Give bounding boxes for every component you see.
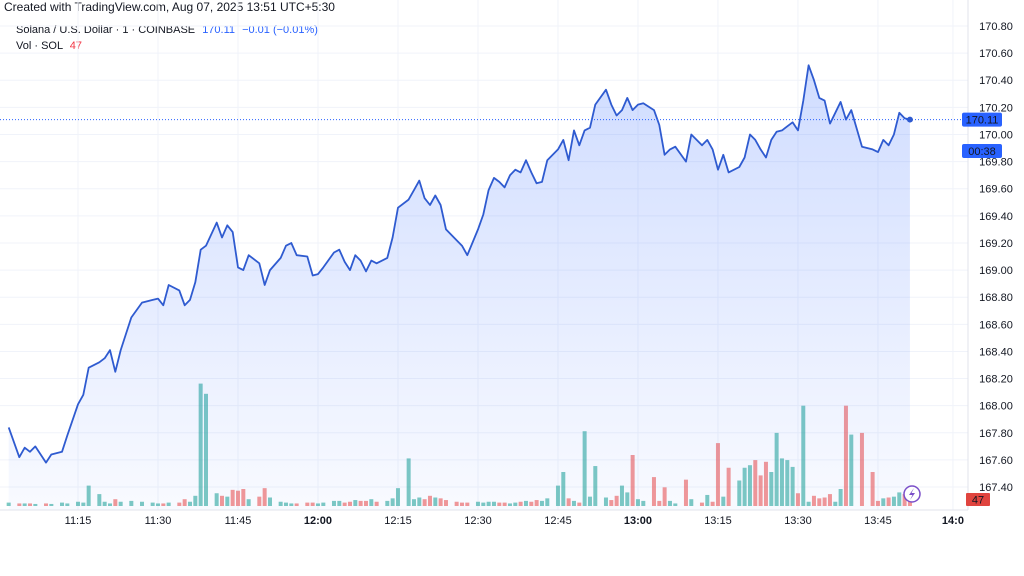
symbol-title[interactable]: Solana / U.S. Dollar · 1 · COINBASE (16, 24, 196, 36)
price-tick-label: 167.40 (979, 482, 1013, 494)
chart-credit: Created with TradingView.com, Aug 07, 20… (4, 0, 335, 14)
price-axis[interactable]: 170.80 170.60 170.40 170.20 170.00 169.80 169.… (979, 21, 1013, 494)
last-price: 170.11 (202, 24, 236, 36)
price-tick-label: 170.60 (979, 48, 1013, 60)
time-tick-label: 13:00 (624, 515, 652, 527)
price-tick-label: 168.60 (979, 319, 1013, 331)
time-tick-label: 13:30 (784, 515, 812, 527)
time-tick-label: 12:15 (384, 515, 412, 527)
time-tick-label: 11:15 (65, 515, 92, 527)
time-tick-label: 12:45 (544, 515, 572, 527)
price-tick-label: 168.20 (979, 374, 1013, 386)
price-tick-label: 170.00 (979, 129, 1013, 141)
volume-badge-value: 47 (972, 495, 984, 507)
time-tick-label: 12:00 (304, 515, 332, 527)
volume-title[interactable]: Vol · SOL (16, 40, 63, 52)
volume-value: 47 (69, 40, 82, 52)
price-tick-label: 170.20 (979, 102, 1013, 114)
volume-badge: 47 (966, 493, 990, 507)
price-tick-label: 168.00 (979, 401, 1013, 413)
price-change: −0.01 (−0.01%) (242, 24, 318, 36)
time-tick-label: 11:45 (225, 515, 252, 527)
lightning-icon[interactable] (903, 485, 921, 503)
price-tick-label: 168.80 (979, 292, 1013, 304)
time-axis[interactable]: 11:15 11:30 11:45 12:00 12:15 12:30 12:45 13:00… (65, 515, 964, 527)
price-badge-countdown: 00:38 (968, 146, 996, 158)
price-tick-label: 169.40 (979, 211, 1013, 223)
price-tick-label: 167.60 (979, 455, 1013, 467)
symbol-legend: Solana / U.S. Dollar · 1 · COINBASE 170.… (16, 22, 318, 38)
price-badge-box (962, 112, 1002, 127)
price-area (8, 65, 910, 511)
last-point-marker (906, 116, 913, 123)
volume-legend: Vol · SOL 47 (16, 38, 318, 54)
price-tick-label: 169.00 (979, 265, 1013, 277)
chart-legend: Solana / U.S. Dollar · 1 · COINBASE 170.… (16, 22, 318, 54)
price-tick-label: 170.40 (979, 75, 1013, 87)
price-tick-label: 169.60 (979, 184, 1013, 196)
time-tick-label: 14:0 (942, 515, 964, 527)
price-badge: 170.11 00:38 (962, 112, 1002, 159)
price-tick-label: 169.80 (979, 157, 1013, 169)
price-badge-value: 170.11 (966, 115, 999, 127)
time-tick-label: 12:30 (464, 515, 492, 527)
time-tick-label: 13:45 (864, 515, 892, 527)
price-tick-label: 170.80 (979, 21, 1013, 33)
price-line (7, 64, 911, 464)
price-tick-label: 167.80 (979, 428, 1013, 440)
time-tick-label: 11:30 (145, 515, 172, 527)
countdown-badge-box (962, 144, 1002, 159)
price-tick-label: 169.20 (979, 238, 1013, 250)
volume-bar (6, 502, 11, 506)
time-tick-label: 13:15 (704, 515, 732, 527)
price-tick-label: 168.40 (979, 346, 1013, 358)
